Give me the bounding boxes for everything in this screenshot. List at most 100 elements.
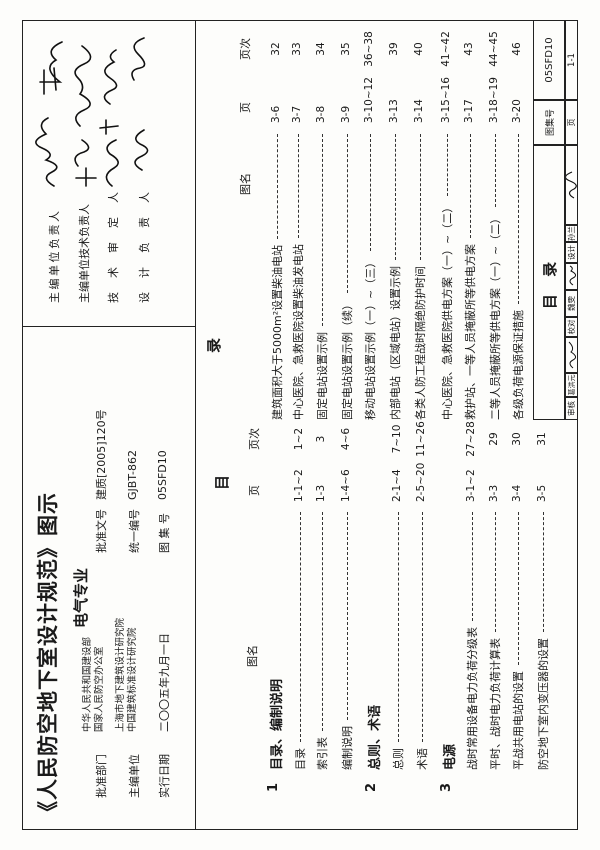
entry-page-code: 2-5~20 [415,462,427,502]
responsible-label: 技术审定人 [107,178,120,303]
responsible-label: 主编单位负责人 [48,208,61,304]
leader-dashes [346,134,348,293]
toc-entry[interactable]: 内部电站（区域电站）设置示例 [388,128,402,420]
toc-entry[interactable]: 平时、战时电力负荷计算表 [488,506,502,770]
toc-entry[interactable]: 目录 [293,506,307,770]
toc-entry[interactable]: 平战共用电站的设置 [511,506,525,770]
entry-sequence: 32 [270,42,282,56]
unified-no-label: 统一编号 [128,509,141,553]
approval-dept-line: 中华人民共和国建设部 [82,636,93,732]
entry-sequence: 40 [413,42,425,56]
col-page-header: 页 [239,102,252,113]
toc-entry[interactable]: 各类人防工程战时隔绝防护时间 [413,128,427,420]
entry-page-code: 3-1~2 [465,469,477,502]
entry-name: 建筑面积大于5000m²设置柴油电站 [271,244,284,420]
document-title: 《人民防空地下室设计规范》图示 [36,492,60,822]
toc-entry[interactable]: 救护站、一等人员掩蔽所等供电方案 [463,128,477,420]
section-number: 1 [266,782,281,792]
col-page-header: 页 [248,485,261,496]
toc-entry[interactable]: 中心医院、急救医院供电方案（一）~（二） [440,128,454,420]
leader-dashes [542,512,544,632]
entry-name: 救护站、一等人员掩蔽所等供电方案 [464,244,477,420]
section-number: 2 [364,782,379,792]
effective-date-label: 实行日期 [158,754,171,798]
review-label-cell: 审核 [565,397,578,420]
approval-no-label: 批准文号 [95,509,108,553]
toc-heading-right: 录 [205,337,223,353]
leader-dashes [517,512,519,665]
toc-entry[interactable]: 二等人员掩蔽所等供电方案（一）~（二） [488,128,502,420]
approval-dept-line: 国家人民防空办公室 [94,646,105,732]
entry-name: 编制说明 [341,726,354,770]
atlas-no-label-cell: 图集号 [533,100,565,145]
entry-page-code: 3-6 [270,105,282,123]
entry-page-code: 3-8 [315,105,327,123]
entry-name: 固定电站设置示例（续） [341,299,354,420]
checker-signature-cell [565,263,578,290]
reviewer-signature-cell [565,337,578,373]
leader-dashes [419,134,421,260]
entry-page-code: 3-13 [388,99,400,123]
entry-page-code: 2-1~4 [391,469,403,502]
toc-entry[interactable]: 防空地下室内变压器的设置 [536,506,550,770]
title-block-title: 目 录 [533,145,565,420]
toc-entry[interactable]: 术语 [415,506,429,770]
entry-page-code: 3-14 [413,99,425,123]
design-label-cell: 设计 [565,242,578,263]
header-divider [195,20,196,830]
toc-entry[interactable]: 建筑面积大于5000m²设置柴油电站 [270,128,284,420]
leader-dashes [299,512,301,742]
entry-sequence: 29 [488,432,500,446]
atlas-no-cell: 05SFD10 [533,20,565,100]
leader-dashes [321,134,323,326]
toc-entry[interactable]: 固定电站设置示例 [315,128,329,420]
leader-dashes [397,512,399,742]
entry-name: 内部电站（区域电站）设置示例 [389,266,402,420]
col-name-header: 图名 [239,173,252,195]
entry-name: 平时、战时电力负荷计算表 [489,638,502,770]
entry-page-code: 1-4~6 [340,469,352,502]
entry-name: 平战共用电站的设置 [512,671,525,770]
entry-sequence: 36~38 [363,31,375,67]
leader-dashes [321,512,323,731]
entry-name: 防空地下室内变压器的设置 [537,638,550,770]
toc-entry[interactable]: 编制说明 [340,506,354,770]
editor-unit-value: 上海市地下建筑设计研究院 中国建筑标准设计研究院 [115,618,139,732]
entry-name: 索引表 [316,737,329,770]
atlas-no-label: 图 集 号 [158,513,171,553]
leader-dashes [517,134,519,304]
entry-sequence: 31 [536,432,548,446]
entry-sequence: 46 [511,42,523,56]
effective-date-value: 二〇〇五年九月一日 [158,633,171,732]
check-label-cell: 校对 [565,317,578,337]
toc-entry[interactable]: 固定电站设置示例（续） [340,128,354,420]
toc-entry[interactable]: 战时常用设备电力负荷分级表 [465,506,479,770]
entry-sequence: 35 [340,42,352,56]
entry-page-code: 3-17 [463,99,475,123]
toc-entry[interactable]: 移动电站设置示例（一）~（三） [363,128,377,420]
entry-page-code: 3-7 [291,105,303,123]
leader-dashes [346,512,348,720]
toc-entry[interactable]: 中心医院、急救医院设置柴油发电站 [291,128,305,420]
toc-entry[interactable]: 各级负荷电源保证措施 [511,128,525,420]
entry-name: 中心医院、急救医院供电方案（一）~（二） [441,201,454,420]
col-seq-header: 页次 [239,38,252,60]
checker-cell: 魏雯 [565,290,578,317]
entry-sequence: 43 [463,42,475,56]
entry-page-code: 1-1~2 [293,469,305,502]
entry-sequence: 27~28 [465,421,477,457]
designer-cell: 孙兰 [565,225,578,242]
leader-dashes [446,134,448,196]
toc-entry[interactable]: 总则 [391,506,405,770]
responsible-label: 主编单位技术负责人 [78,204,91,303]
entry-name: 固定电站设置示例 [316,332,329,420]
signatures-image [35,37,149,187]
entry-page-code: 3-9 [340,105,352,123]
col-name-header: 图名 [246,645,259,667]
entry-name: 术语 [416,748,429,770]
entry-sequence: 30 [511,432,523,446]
entry-page-code: 1-3 [315,484,327,502]
toc-entry[interactable]: 索引表 [315,506,329,770]
section-number: 3 [439,782,454,792]
